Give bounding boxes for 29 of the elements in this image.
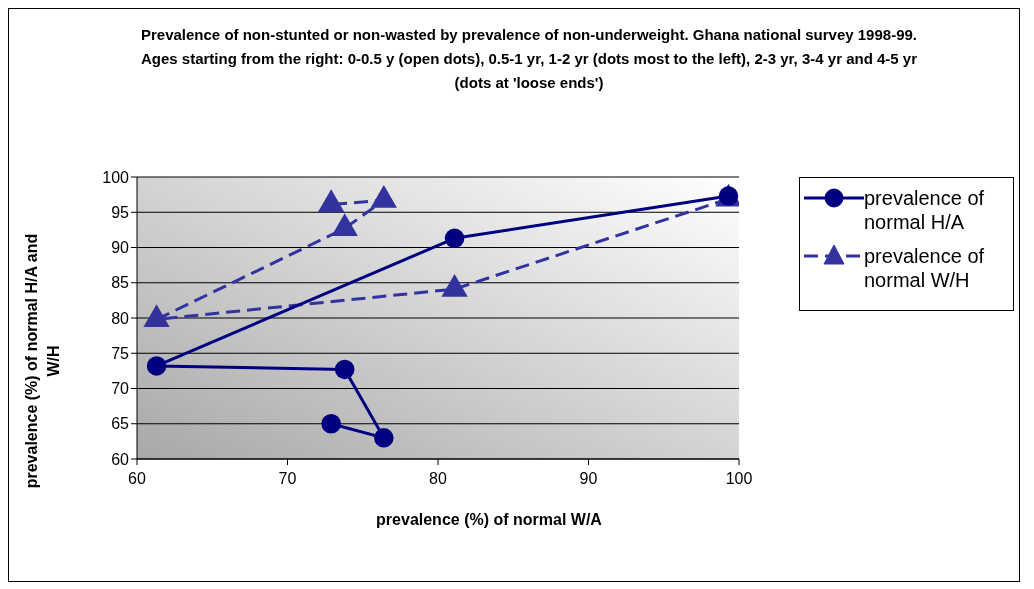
point: [441, 273, 468, 297]
point: [370, 185, 397, 208]
y-axis-title: prevalence (%) of normal H/A and W/H: [22, 232, 63, 491]
y-tick-label: 85: [111, 274, 130, 292]
chart-title: Prevalence of non-stunted or non-wasted by prevalence of non-underweight. Ghana national survey 1998-99.: [140, 25, 918, 45]
y-tick-label: 100: [102, 168, 130, 186]
chart-subtitle: Ages starting from the right: 0-0.5 y (open dots), 0.5-1 yr, 1-2 yr (dots most to the left), 2-3 yr, 3-4 yr and 4-5 yr (dots at 'loose ends'): [140, 49, 918, 93]
y-tick-label: 90: [111, 239, 130, 257]
point: [143, 304, 170, 328]
y-tick-label: 70: [111, 380, 130, 398]
x-tick-label: 70: [278, 470, 297, 488]
legend-label: prevalence of normal W/H: [864, 244, 986, 292]
y-tick-label: 60: [111, 450, 130, 468]
point: [321, 414, 341, 434]
point: [146, 356, 167, 376]
point: [334, 359, 355, 380]
point: [374, 428, 394, 448]
y-tick-label: 80: [111, 309, 130, 327]
y-tick-label: 65: [111, 415, 130, 433]
x-axis-title: prevalence (%) of normal W/A: [375, 511, 603, 529]
x-tick-label: 60: [128, 470, 146, 488]
y-tick-label: 95: [111, 203, 130, 221]
legend-label: prevalence of normal H/A: [864, 186, 986, 234]
y-tick-label: 75: [111, 344, 130, 362]
x-tick-label: 80: [429, 470, 447, 488]
x-tick-label: 90: [579, 470, 598, 488]
x-tick-label: 100: [725, 470, 753, 488]
point: [331, 213, 358, 237]
point: [317, 189, 345, 213]
